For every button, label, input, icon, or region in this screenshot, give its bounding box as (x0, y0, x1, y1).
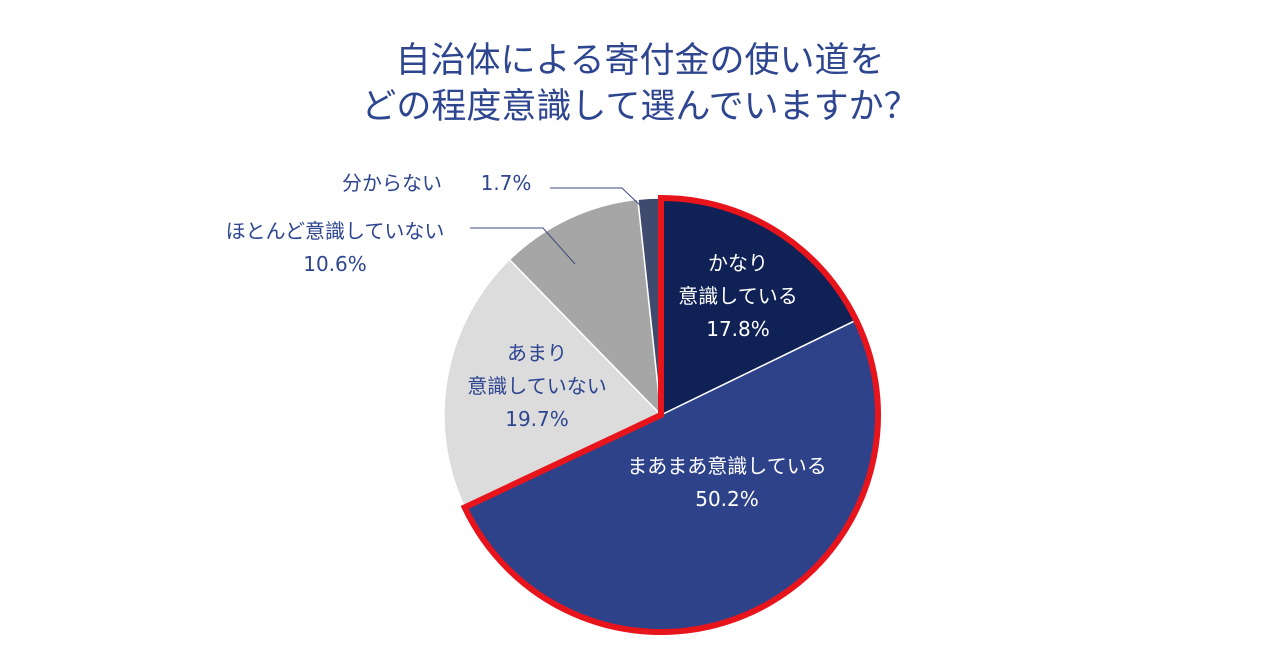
chart-title: 自治体による寄付金の使い道を どの程度意識して選んでいますか？ (0, 38, 1280, 130)
slice-label-text: まあまあ意識している (627, 454, 826, 478)
slice-value: 19.7% (505, 407, 569, 431)
pie-slice-3 (443, 258, 663, 509)
slice-value: 1.7% (481, 171, 532, 195)
highlight-outline (460, 194, 881, 635)
slice-label-4: ほとんど意識していない 10.6% (226, 219, 576, 276)
slice-value: 10.6% (303, 252, 367, 276)
chart-title-line-1: 自治体による寄付金の使い道を (395, 41, 885, 81)
leader-line (550, 187, 646, 211)
slice-label-5: 分からない 1.7% (342, 171, 646, 211)
slice-label-text: 意識していない (467, 374, 606, 398)
slice-label-text: あまり (507, 341, 567, 365)
slice-label-text: 意識している (678, 284, 797, 308)
chart-title-line-2: どの程度意識して選んでいますか？ (361, 87, 919, 127)
slice-label-text: ほとんど意識していない (226, 219, 445, 243)
slice-value: 50.2% (695, 487, 759, 511)
leader-line (470, 227, 576, 265)
slice-label-text: 分からない (342, 171, 442, 195)
slice-label-text: かなり (708, 251, 768, 275)
slice-value: 17.8% (706, 317, 770, 341)
pie-slice-4 (508, 198, 662, 418)
slice-label-2: まあまあ意識している 50.2% (627, 454, 826, 511)
